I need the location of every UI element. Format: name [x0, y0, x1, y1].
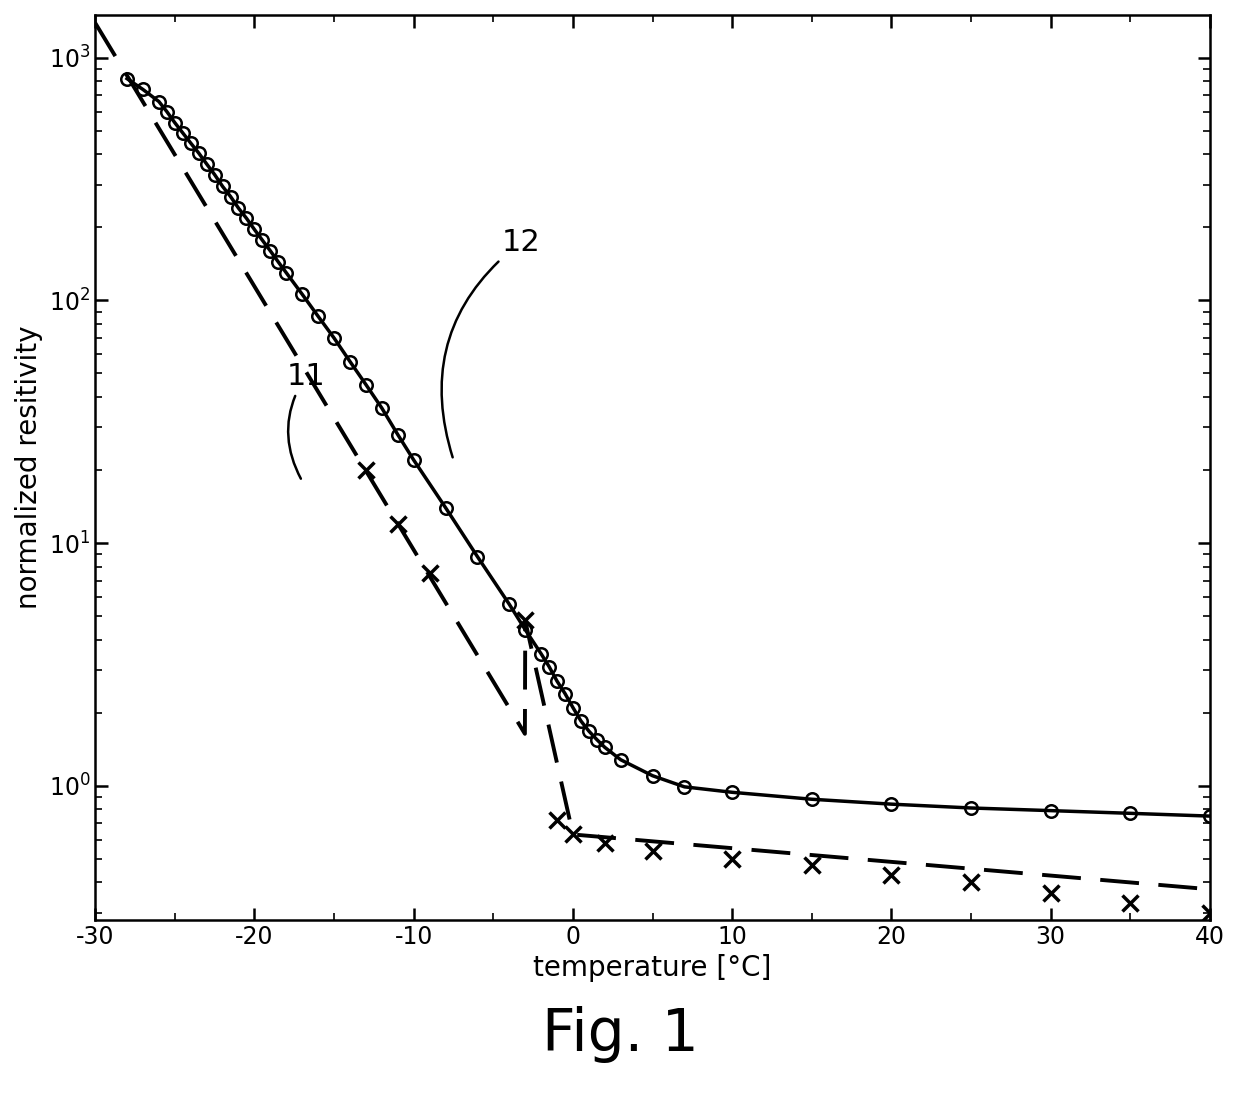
Text: 11: 11 — [286, 362, 325, 479]
Text: 12: 12 — [441, 228, 541, 457]
X-axis label: temperature [°C]: temperature [°C] — [533, 955, 771, 982]
Y-axis label: normalized resitivity: normalized resitivity — [15, 326, 43, 609]
Text: Fig. 1: Fig. 1 — [542, 1006, 698, 1063]
